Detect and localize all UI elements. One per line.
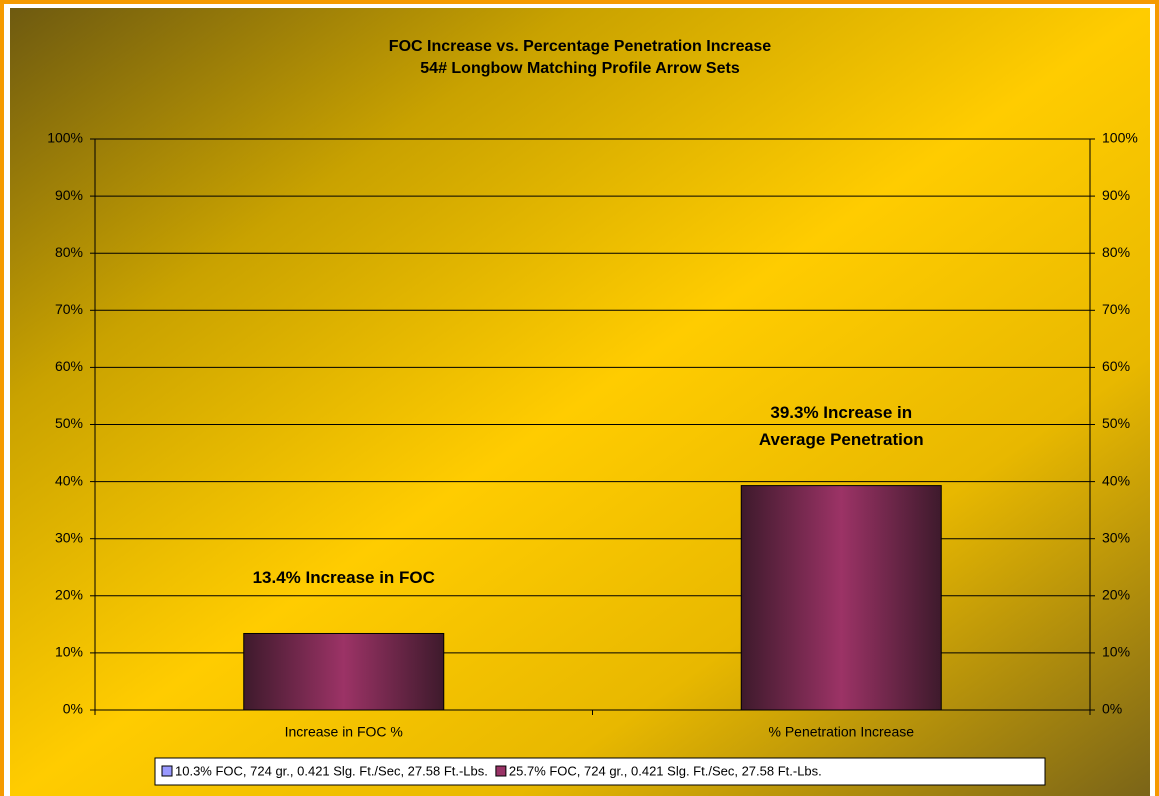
bar xyxy=(243,632,445,711)
annotation: Average Penetration xyxy=(759,430,924,449)
chart-subtitle: 54# Longbow Matching Profile Arrow Sets xyxy=(420,60,740,77)
annotation: 39.3% Increase in xyxy=(770,403,912,422)
y-tick-label: 50% xyxy=(55,415,83,431)
y2-tick-label: 70% xyxy=(1102,301,1130,317)
chart-title: FOC Increase vs. Percentage Penetration … xyxy=(389,38,772,55)
legend-label: 25.7% FOC, 724 gr., 0.421 Slg. Ft./Sec, … xyxy=(509,763,822,778)
y2-tick-label: 0% xyxy=(1102,701,1122,717)
legend-swatch xyxy=(161,765,173,777)
y-tick-label: 70% xyxy=(55,301,83,317)
y2-tick-label: 90% xyxy=(1102,187,1130,203)
annotation: 13.4% Increase in FOC xyxy=(253,568,435,587)
y2-tick-label: 20% xyxy=(1102,587,1130,603)
y-tick-label: 10% xyxy=(55,644,83,660)
legend-box xyxy=(154,757,1046,786)
legend-swatch xyxy=(495,765,507,777)
y2-tick-label: 80% xyxy=(1102,244,1130,260)
legend-label: 10.3% FOC, 724 gr., 0.421 Slg. Ft./Sec, … xyxy=(175,763,488,778)
y2-tick-label: 40% xyxy=(1102,472,1130,488)
y-tick-label: 60% xyxy=(55,358,83,374)
x-tick-label: % Penetration Increase xyxy=(768,724,914,740)
y-tick-label: 20% xyxy=(55,587,83,603)
chart-background xyxy=(10,8,1150,796)
y-tick-label: 30% xyxy=(55,529,83,545)
y-tick-label: 40% xyxy=(55,472,83,488)
y-tick-label: 80% xyxy=(55,244,83,260)
y-tick-label: 0% xyxy=(63,701,83,717)
y2-tick-label: 10% xyxy=(1102,644,1130,660)
y2-tick-label: 50% xyxy=(1102,415,1130,431)
y2-tick-label: 30% xyxy=(1102,529,1130,545)
bar xyxy=(740,485,942,711)
y2-tick-label: 100% xyxy=(1102,130,1138,146)
y-tick-label: 100% xyxy=(47,130,83,146)
y2-tick-label: 60% xyxy=(1102,358,1130,374)
x-tick-label: Increase in FOC % xyxy=(285,724,403,740)
y-tick-label: 90% xyxy=(55,187,83,203)
